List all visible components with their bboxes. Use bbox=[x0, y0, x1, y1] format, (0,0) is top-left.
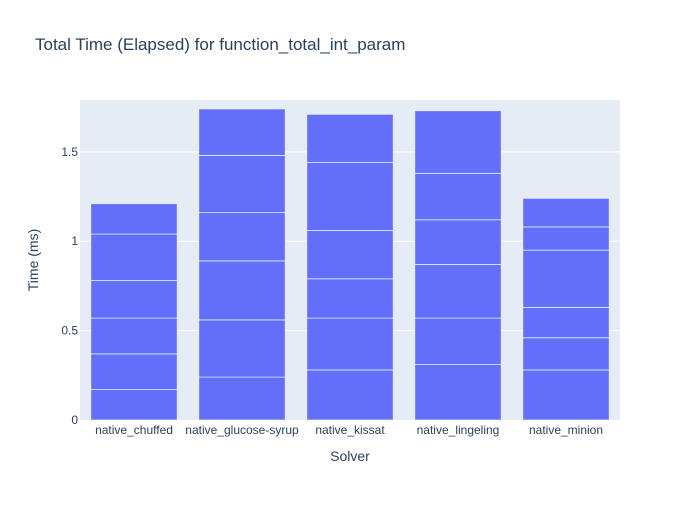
bar-segment bbox=[306, 113, 394, 163]
y-tick-label: 0.5 bbox=[61, 324, 78, 338]
bar-segment bbox=[414, 219, 502, 265]
bar-segment bbox=[90, 233, 178, 281]
bar-segment bbox=[522, 337, 610, 371]
bar-stack bbox=[198, 108, 286, 421]
bar-stack bbox=[90, 203, 178, 421]
bar-segment bbox=[198, 212, 286, 262]
x-axis-title: Solver bbox=[330, 448, 370, 464]
bar-segment bbox=[522, 226, 610, 251]
bar-segment bbox=[198, 155, 286, 214]
bar-segment bbox=[414, 317, 502, 365]
bar-stack bbox=[306, 113, 394, 421]
x-tick-label: native_minion bbox=[529, 423, 603, 437]
bar-segment bbox=[414, 264, 502, 319]
y-tick-label: 1 bbox=[71, 234, 78, 248]
bar-segment bbox=[306, 278, 394, 319]
tick-labels: 0 0.5 1 1.5 native_chuffed native_glucose-syr… bbox=[61, 145, 603, 437]
x-tick-label: native_kissat bbox=[315, 423, 385, 437]
chart-title: Total Time (Elapsed) for function_total_… bbox=[35, 35, 405, 54]
x-tick-label: native_chuffed bbox=[95, 423, 173, 437]
bar-segment bbox=[198, 260, 286, 321]
bar-segment bbox=[90, 353, 178, 391]
bar-stack bbox=[414, 110, 502, 421]
y-axis-title: Time (ms) bbox=[25, 229, 41, 291]
bar-segment bbox=[522, 369, 610, 421]
bars bbox=[90, 108, 610, 421]
bar-segment bbox=[306, 230, 394, 280]
bar-segment bbox=[306, 369, 394, 421]
y-tick-label: 1.5 bbox=[61, 145, 78, 159]
bar-segment bbox=[306, 317, 394, 371]
bar-segment bbox=[414, 110, 502, 174]
bar-segment bbox=[522, 306, 610, 339]
bar-segment bbox=[90, 389, 178, 421]
bar-segment bbox=[90, 317, 178, 355]
bar-segment bbox=[198, 376, 286, 421]
bar-segment bbox=[90, 280, 178, 319]
bar-segment bbox=[90, 203, 178, 235]
bar-segment bbox=[522, 249, 610, 308]
y-tick-label: 0 bbox=[71, 413, 78, 427]
bar-stack bbox=[522, 197, 610, 421]
bar-segment bbox=[306, 162, 394, 231]
bar-segment bbox=[522, 197, 610, 228]
bar-segment bbox=[198, 108, 286, 156]
x-tick-label: native_glucose-syrup bbox=[185, 423, 299, 437]
bar-segment bbox=[414, 364, 502, 421]
bar-segment bbox=[414, 172, 502, 221]
x-tick-label: native_lingeling bbox=[417, 423, 500, 437]
bar-segment bbox=[198, 319, 286, 378]
